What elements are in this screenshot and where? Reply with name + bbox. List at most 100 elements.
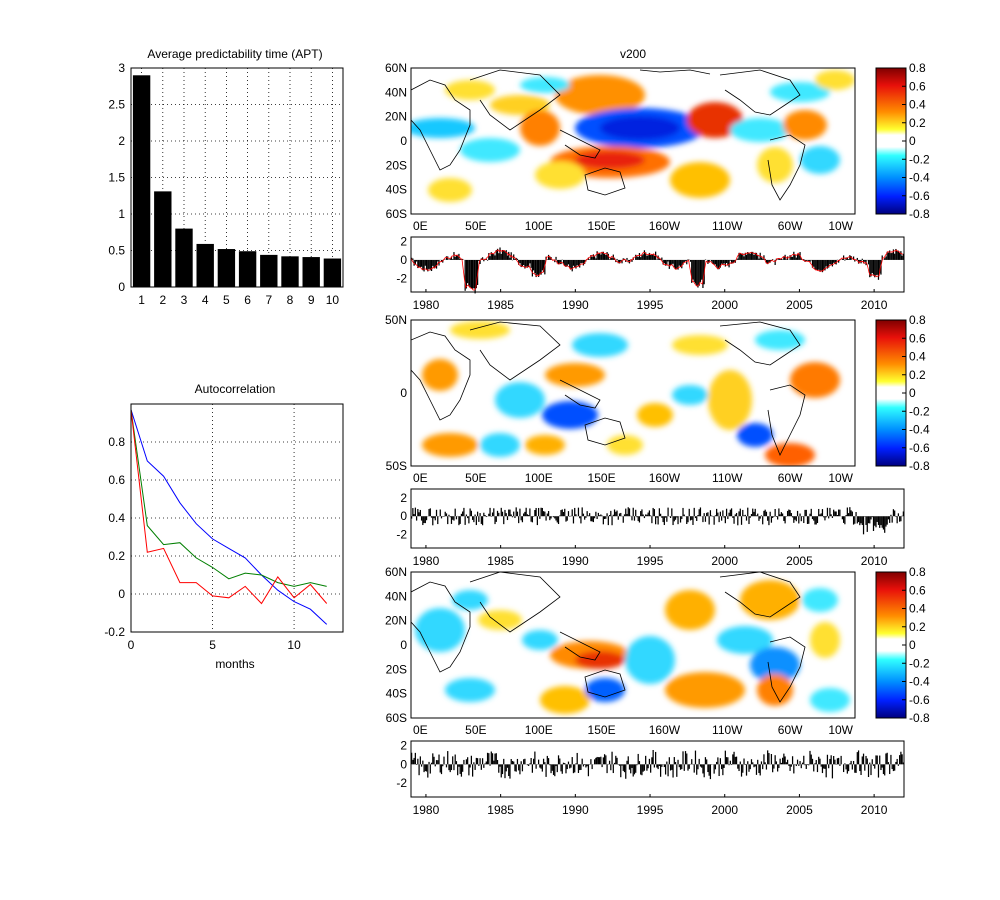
ts-bar	[503, 250, 505, 260]
apt-bar	[281, 256, 299, 287]
ts-bar	[902, 511, 904, 517]
ts-bar	[683, 259, 685, 263]
colorbar-3-labels: 0.8 0.6 0.4 0.2 0 -0.2 -0.4 -0.6 -0.8	[902, 565, 930, 725]
ts-bar	[429, 764, 431, 774]
ts-bar	[602, 251, 604, 260]
ts-bar	[856, 752, 858, 765]
ts-bar	[467, 259, 469, 284]
ts-bar	[759, 516, 761, 519]
ts-bar	[884, 516, 886, 533]
ts-bar	[885, 256, 887, 260]
colorbar-3	[875, 571, 907, 719]
ts-bar	[465, 514, 468, 517]
ts-bar	[890, 754, 892, 765]
ts-bar	[749, 516, 751, 518]
ts-bar	[666, 761, 668, 765]
ts-bar	[653, 509, 656, 517]
ts-bar	[834, 259, 836, 264]
ts-bar	[791, 756, 794, 765]
map-lon-label: 150E	[588, 219, 616, 233]
ts-bar	[819, 758, 821, 765]
ts-bar	[744, 252, 746, 260]
ts-y-tick: 0	[400, 509, 407, 523]
colorbar-tick: 0.8	[909, 565, 926, 579]
ts-bar	[759, 764, 761, 776]
ts-bar	[864, 764, 866, 771]
ts-bar	[582, 764, 585, 767]
ts-bar	[475, 259, 477, 289]
ts-bar	[865, 516, 867, 525]
ts-bar	[901, 255, 903, 260]
autocorr-chart: Autocorrelation -0.200.20.40.60.8 0 5 10 m…	[104, 382, 344, 671]
ts-bar	[618, 513, 621, 517]
ts-bar	[567, 259, 570, 265]
ts-bar	[688, 508, 690, 517]
ts-bar	[540, 507, 542, 517]
ts-bar	[658, 258, 660, 260]
ts-bar	[510, 759, 512, 765]
ts-bar	[854, 516, 856, 524]
ts-bar	[886, 516, 888, 525]
ts-bar	[733, 259, 735, 263]
ts-bar	[637, 256, 639, 260]
ts-bar	[790, 513, 792, 517]
ts-bar	[414, 752, 416, 765]
ts-bar	[636, 516, 638, 518]
ts-bar	[655, 751, 657, 765]
ts-bar	[874, 259, 876, 278]
colorbar-tick: -0.2	[909, 404, 930, 418]
ts-bar	[760, 515, 763, 517]
ts-bar	[682, 751, 684, 765]
ts-bar	[859, 516, 861, 526]
ts-bar	[501, 764, 504, 775]
ts-bar	[642, 764, 644, 772]
ts-bar	[646, 255, 648, 260]
map-lon-label: 50E	[465, 723, 486, 737]
ts-bar	[459, 764, 461, 774]
ts-bar	[657, 516, 659, 525]
ts-bar	[747, 761, 749, 765]
ts-bar	[509, 509, 511, 517]
ts-bar	[811, 259, 814, 268]
ts-bar	[857, 750, 860, 765]
ts-bar	[494, 516, 496, 525]
ts-bar	[540, 259, 542, 275]
ts-bar	[643, 250, 646, 260]
ts-bar	[845, 514, 847, 517]
ts-bar	[484, 763, 486, 765]
ts-bar	[801, 762, 804, 765]
ts-bar	[419, 259, 421, 268]
ts-bar	[437, 259, 439, 262]
ts-bar	[769, 511, 771, 517]
ts-bar	[755, 252, 758, 260]
ts-bar	[683, 514, 685, 517]
ts-bar	[435, 760, 438, 765]
ts-bar	[516, 258, 519, 260]
ts-bar	[600, 254, 602, 260]
ts-bar	[625, 508, 627, 517]
ts-bar	[752, 762, 754, 765]
ts-bar	[875, 516, 877, 528]
ts-bar	[725, 757, 728, 765]
ts-bar	[505, 250, 507, 260]
ts-bar	[830, 514, 832, 517]
ts-bar	[818, 259, 820, 270]
ts-x-tick: 2000	[711, 803, 738, 817]
apt-chart: Average predictability time (APT) 00.511…	[108, 47, 344, 307]
ts-bar	[534, 259, 536, 274]
colorbar-tick: 0.6	[909, 583, 926, 597]
ts-bar	[854, 259, 856, 262]
ts-bar	[577, 259, 580, 267]
ts-bar	[544, 259, 546, 275]
ts-x-tick: 1995	[637, 803, 664, 817]
ts-bar	[886, 752, 888, 765]
ts-bar	[605, 516, 607, 519]
ts-bar	[765, 511, 768, 517]
ts-bar	[574, 259, 576, 268]
ts-bar	[882, 516, 885, 530]
ts-bar	[887, 252, 890, 260]
ts-bar	[783, 516, 785, 521]
ts-bar	[809, 750, 811, 765]
ts-bar	[443, 516, 445, 517]
ts-bar	[469, 508, 471, 517]
